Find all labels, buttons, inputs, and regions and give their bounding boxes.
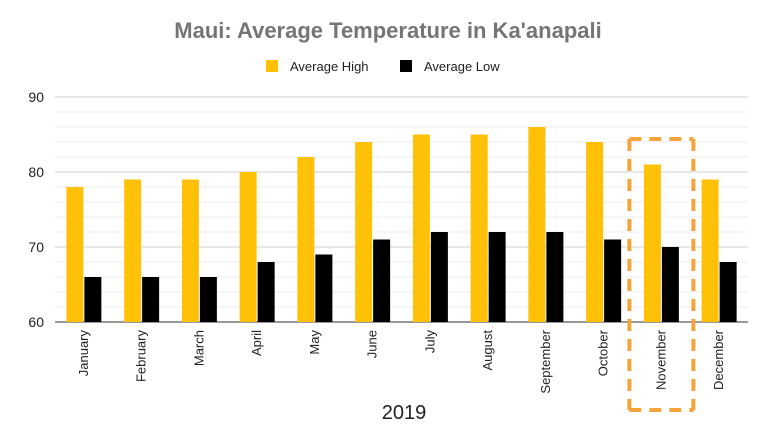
legend-item-average-high[interactable]: Average High <box>266 59 369 74</box>
x-tick-label-may: May <box>307 330 322 355</box>
bar-average-low-january[interactable] <box>84 277 102 322</box>
x-axis: January February March April May June July Augu… <box>76 329 726 393</box>
bar-average-high-july[interactable] <box>412 134 430 323</box>
bar-average-high-october[interactable] <box>586 142 604 322</box>
legend-label-average-low: Average Low <box>424 59 500 74</box>
bar-average-low-april[interactable] <box>257 262 275 322</box>
legend: Average High Average Low <box>266 59 500 74</box>
bar-average-low-november[interactable] <box>661 247 679 322</box>
y-tick-label: 70 <box>28 239 44 255</box>
bar-average-low-december[interactable] <box>719 262 737 322</box>
x-axis-title: 2019 <box>382 402 427 424</box>
bar-average-high-may[interactable] <box>297 157 315 322</box>
bar-average-low-october[interactable] <box>604 239 622 323</box>
x-tick-label-july: July <box>422 330 437 354</box>
x-tick-label-august: August <box>480 330 495 371</box>
y-tick-label: 80 <box>28 164 44 180</box>
x-tick-label-january: January <box>76 330 91 377</box>
bars <box>66 127 737 323</box>
x-tick-label-september: September <box>538 329 553 393</box>
bar-average-high-january[interactable] <box>66 187 84 322</box>
bar-average-high-april[interactable] <box>239 172 257 322</box>
bar-average-low-may[interactable] <box>315 254 333 323</box>
bar-average-high-june[interactable] <box>355 142 373 322</box>
legend-swatch-average-low <box>400 60 412 72</box>
x-tick-label-february: February <box>134 330 149 383</box>
bar-average-low-june[interactable] <box>373 239 391 323</box>
x-tick-label-november: November <box>653 329 668 390</box>
y-tick-label: 60 <box>28 314 44 330</box>
legend-label-average-high: Average High <box>290 59 369 74</box>
x-tick-label-october: October <box>596 329 611 376</box>
bar-average-high-august[interactable] <box>470 134 488 323</box>
gridlines <box>55 96 748 323</box>
legend-swatch-average-high <box>266 60 278 72</box>
bar-average-low-september[interactable] <box>546 232 564 322</box>
bar-average-low-july[interactable] <box>430 232 448 322</box>
bar-average-high-march[interactable] <box>181 179 199 323</box>
y-axis: 60 70 80 90 <box>28 89 44 330</box>
legend-item-average-low[interactable]: Average Low <box>400 59 500 74</box>
y-tick-label: 90 <box>28 89 44 105</box>
x-tick-label-june: June <box>365 330 380 358</box>
bar-average-high-november[interactable] <box>643 164 661 323</box>
bar-average-high-february[interactable] <box>124 179 142 323</box>
x-tick-label-march: March <box>191 330 206 366</box>
bar-average-low-august[interactable] <box>488 232 506 322</box>
bar-average-low-february[interactable] <box>142 277 160 322</box>
bar-average-high-december[interactable] <box>701 179 719 323</box>
chart-title: Maui: Average Temperature in Ka'anapali <box>174 18 601 43</box>
highlight-box-group <box>627 137 696 412</box>
bar-average-high-september[interactable] <box>528 127 546 322</box>
x-tick-label-april: April <box>249 330 264 356</box>
bar-average-low-march[interactable] <box>199 277 217 322</box>
x-tick-label-december: December <box>711 329 726 390</box>
